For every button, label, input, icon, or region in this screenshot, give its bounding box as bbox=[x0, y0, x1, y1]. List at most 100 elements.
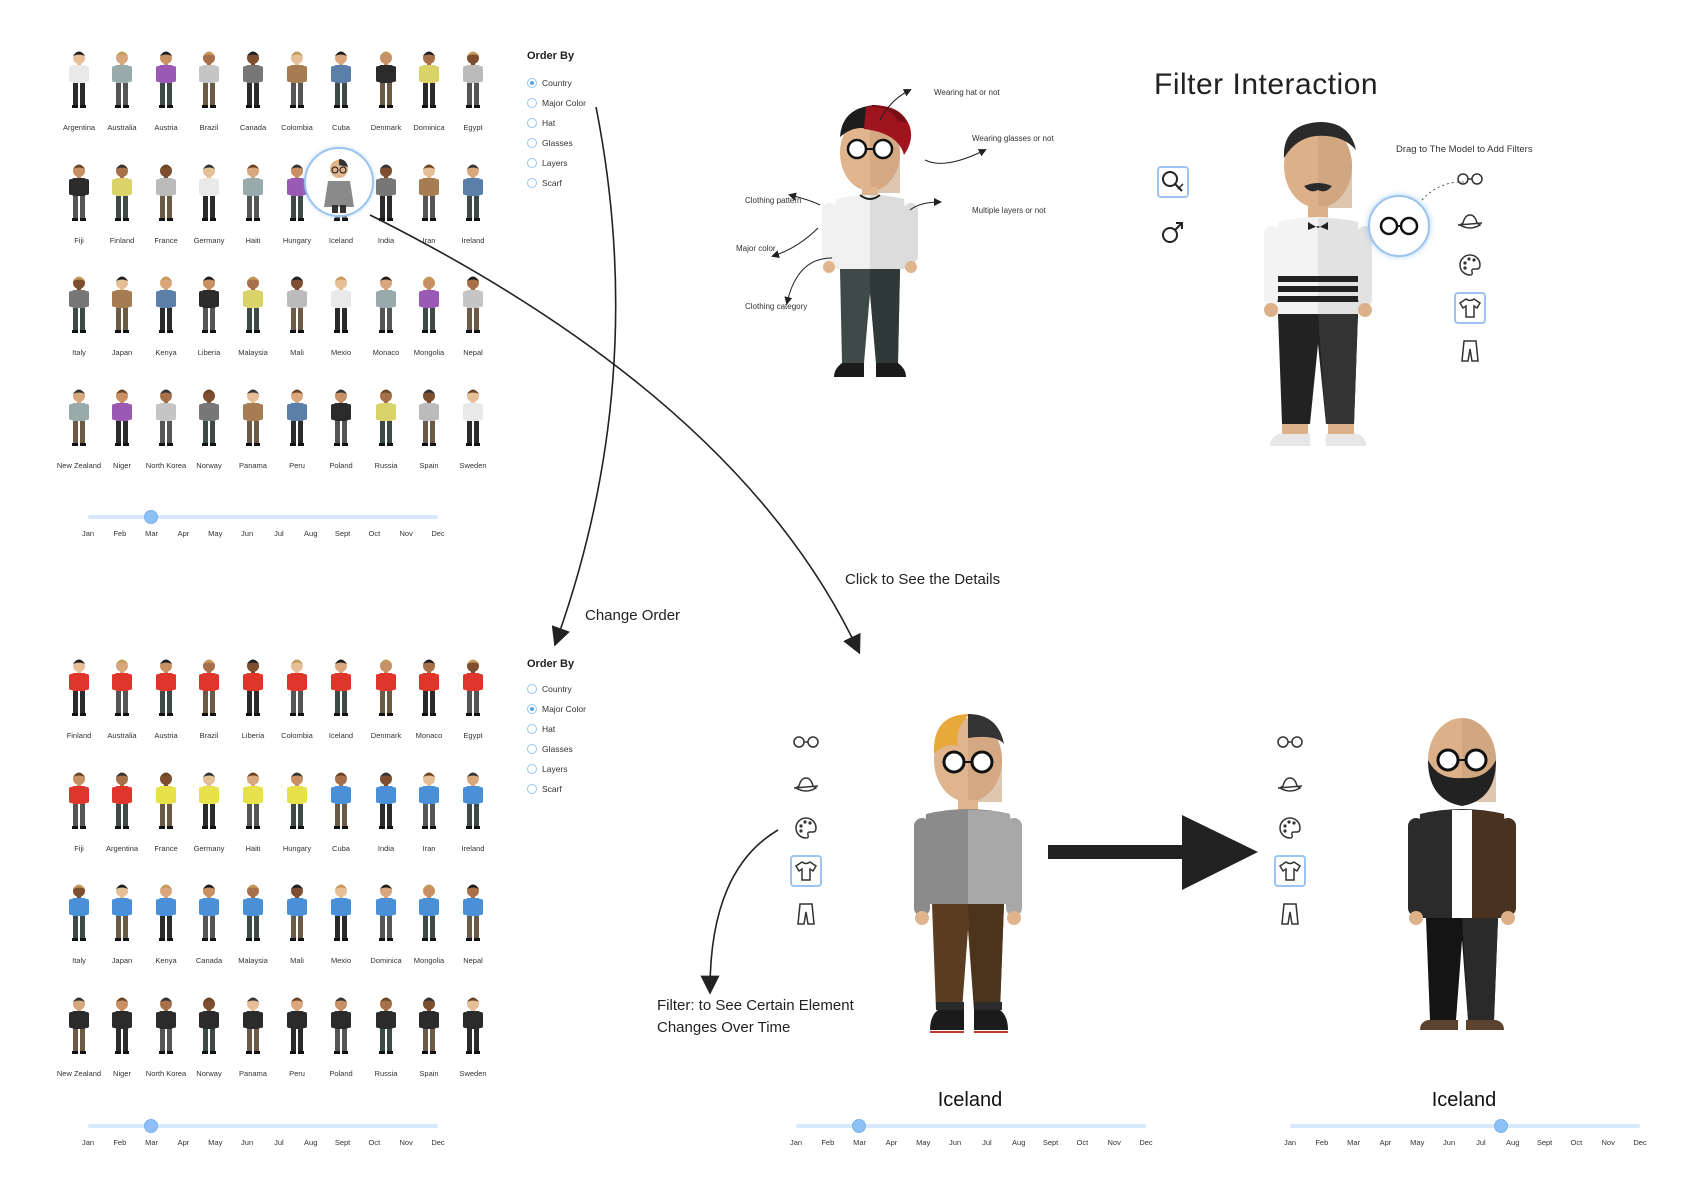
order-option-glasses[interactable]: Glasses bbox=[527, 744, 573, 754]
character-figure[interactable] bbox=[328, 658, 354, 723]
character-figure[interactable] bbox=[66, 163, 92, 228]
character-figure[interactable] bbox=[416, 388, 442, 453]
character-figure[interactable] bbox=[460, 275, 486, 340]
character-figure[interactable] bbox=[196, 883, 222, 948]
shirt-icon[interactable] bbox=[790, 855, 822, 887]
character-figure[interactable] bbox=[66, 388, 92, 453]
character-figure[interactable] bbox=[328, 275, 354, 340]
character-figure[interactable] bbox=[66, 275, 92, 340]
slider-thumb[interactable] bbox=[1494, 1119, 1508, 1133]
radio-button[interactable] bbox=[527, 704, 537, 714]
highlighted-character-iceland[interactable] bbox=[304, 147, 374, 217]
radio-button[interactable] bbox=[527, 684, 537, 694]
character-figure[interactable] bbox=[460, 771, 486, 836]
order-option-scarf[interactable]: Scarf bbox=[527, 178, 562, 188]
character-figure[interactable] bbox=[153, 771, 179, 836]
male-symbol-icon[interactable] bbox=[1157, 216, 1189, 248]
character-figure[interactable] bbox=[196, 996, 222, 1061]
character-figure[interactable] bbox=[284, 771, 310, 836]
character-figure[interactable] bbox=[66, 996, 92, 1061]
order-option-hat[interactable]: Hat bbox=[527, 724, 555, 734]
character-figure[interactable] bbox=[153, 163, 179, 228]
character-figure[interactable] bbox=[328, 996, 354, 1061]
character-figure[interactable] bbox=[284, 50, 310, 115]
character-figure[interactable] bbox=[284, 388, 310, 453]
character-figure[interactable] bbox=[196, 388, 222, 453]
shirt-icon[interactable] bbox=[1274, 855, 1306, 887]
character-figure[interactable] bbox=[460, 996, 486, 1061]
order-option-country[interactable]: Country bbox=[527, 78, 572, 88]
character-figure[interactable] bbox=[109, 275, 135, 340]
character-figure[interactable] bbox=[240, 50, 266, 115]
character-figure[interactable] bbox=[153, 883, 179, 948]
character-figure[interactable] bbox=[416, 771, 442, 836]
order-option-glasses[interactable]: Glasses bbox=[527, 138, 573, 148]
radio-button[interactable] bbox=[527, 158, 537, 168]
radio-button[interactable] bbox=[527, 138, 537, 148]
character-figure[interactable] bbox=[109, 163, 135, 228]
order-option-layers[interactable]: Layers bbox=[527, 764, 568, 774]
glasses-icon[interactable] bbox=[1454, 163, 1486, 195]
character-figure[interactable] bbox=[109, 50, 135, 115]
character-figure[interactable] bbox=[328, 883, 354, 948]
radio-button[interactable] bbox=[527, 118, 537, 128]
slider-track[interactable] bbox=[796, 1124, 1146, 1128]
character-figure[interactable] bbox=[153, 996, 179, 1061]
character-figure[interactable] bbox=[66, 658, 92, 723]
character-figure[interactable] bbox=[416, 883, 442, 948]
pants-icon[interactable] bbox=[790, 898, 822, 930]
character-figure[interactable] bbox=[373, 883, 399, 948]
character-figure[interactable] bbox=[416, 996, 442, 1061]
order-option-scarf[interactable]: Scarf bbox=[527, 784, 562, 794]
character-figure[interactable] bbox=[460, 50, 486, 115]
character-figure[interactable] bbox=[109, 996, 135, 1061]
radio-button[interactable] bbox=[527, 78, 537, 88]
radio-button[interactable] bbox=[527, 744, 537, 754]
palette-icon[interactable] bbox=[790, 812, 822, 844]
character-figure[interactable] bbox=[240, 388, 266, 453]
order-option-major-color[interactable]: Major Color bbox=[527, 704, 586, 714]
character-figure[interactable] bbox=[109, 658, 135, 723]
character-figure[interactable] bbox=[66, 883, 92, 948]
order-option-hat[interactable]: Hat bbox=[527, 118, 555, 128]
shirt-icon[interactable] bbox=[1454, 292, 1486, 324]
character-figure[interactable] bbox=[460, 163, 486, 228]
character-figure[interactable] bbox=[196, 771, 222, 836]
character-figure[interactable] bbox=[373, 658, 399, 723]
character-figure[interactable] bbox=[153, 388, 179, 453]
character-figure[interactable] bbox=[373, 163, 399, 228]
order-option-country[interactable]: Country bbox=[527, 684, 572, 694]
character-figure[interactable] bbox=[240, 658, 266, 723]
character-figure[interactable] bbox=[373, 275, 399, 340]
glasses-icon[interactable] bbox=[790, 726, 822, 758]
slider-track[interactable] bbox=[1290, 1124, 1640, 1128]
order-option-layers[interactable]: Layers bbox=[527, 158, 568, 168]
radio-button[interactable] bbox=[527, 178, 537, 188]
character-figure[interactable] bbox=[66, 771, 92, 836]
radio-button[interactable] bbox=[527, 724, 537, 734]
character-figure[interactable] bbox=[460, 883, 486, 948]
character-figure[interactable] bbox=[373, 388, 399, 453]
hat-icon[interactable] bbox=[1274, 769, 1306, 801]
character-figure[interactable] bbox=[109, 771, 135, 836]
pants-icon[interactable] bbox=[1454, 335, 1486, 367]
character-figure[interactable] bbox=[196, 658, 222, 723]
character-figure[interactable] bbox=[240, 275, 266, 340]
palette-icon[interactable] bbox=[1274, 812, 1306, 844]
character-figure[interactable] bbox=[284, 996, 310, 1061]
character-figure[interactable] bbox=[460, 658, 486, 723]
character-figure[interactable] bbox=[373, 996, 399, 1061]
character-figure[interactable] bbox=[328, 771, 354, 836]
radio-button[interactable] bbox=[527, 784, 537, 794]
slider-track[interactable] bbox=[88, 1124, 438, 1128]
character-figure[interactable] bbox=[416, 658, 442, 723]
character-figure[interactable] bbox=[66, 50, 92, 115]
hat-icon[interactable] bbox=[1454, 206, 1486, 238]
character-figure[interactable] bbox=[109, 883, 135, 948]
radio-button[interactable] bbox=[527, 764, 537, 774]
character-figure[interactable] bbox=[109, 388, 135, 453]
character-figure[interactable] bbox=[196, 163, 222, 228]
slider-track[interactable] bbox=[88, 515, 438, 519]
character-figure[interactable] bbox=[153, 275, 179, 340]
character-figure[interactable] bbox=[240, 883, 266, 948]
